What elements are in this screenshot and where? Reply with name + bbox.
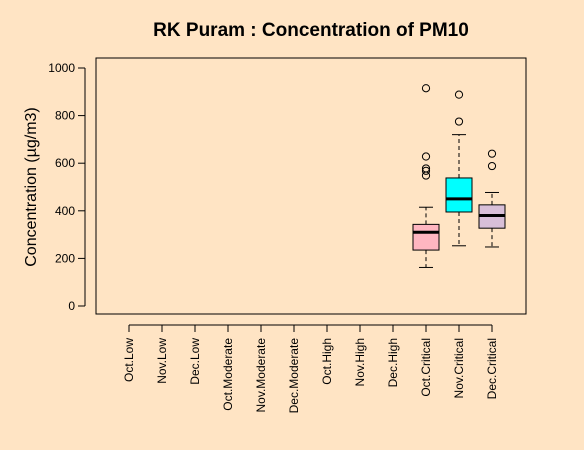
y-tick-label: 1000 <box>48 61 75 75</box>
x-tick-label: Oct.Low <box>122 338 136 382</box>
outlier-point <box>454 90 464 99</box>
outlier-point <box>421 84 431 93</box>
x-tick-label: Nov.Low <box>155 338 169 384</box>
outlier-point <box>487 161 497 171</box>
x-tick-label: Oct.Moderate <box>221 338 235 411</box>
x-tick-label: Nov.High <box>353 338 367 386</box>
box-series <box>412 84 506 268</box>
outlier-point <box>421 152 431 161</box>
iqr-box <box>412 223 440 251</box>
plot-frame <box>95 57 527 315</box>
iqr-box <box>445 177 473 213</box>
y-tick-label: 0 <box>68 299 75 313</box>
outlier-point <box>454 117 464 126</box>
box-dec-critical <box>478 149 506 248</box>
x-tick-label: Dec.Low <box>188 338 202 385</box>
outlier-point <box>487 149 497 158</box>
y-axis: 0 200 400 600 800 1000 <box>48 61 86 313</box>
box-oct-critical <box>412 84 440 268</box>
x-axis: Oct.Low Nov.Low Dec.Low Oct.Moderate Nov.Mod… <box>122 324 499 414</box>
box-nov-critical <box>445 90 473 247</box>
x-tick-label: Oct.Critical <box>419 338 433 397</box>
outlier-point <box>421 164 431 173</box>
y-tick-label: 400 <box>55 204 75 218</box>
y-axis-label: Concentration (µg/m3) <box>23 107 40 267</box>
y-tick-label: 200 <box>55 251 75 265</box>
x-tick-label: Oct.High <box>320 338 334 385</box>
x-tick-label: Dec.High <box>386 338 400 387</box>
y-tick-label: 600 <box>55 156 75 170</box>
x-tick-label: Dec.Critical <box>485 338 499 399</box>
chart-title: RK Puram : Concentration of PM10 <box>153 20 469 41</box>
outlier-point <box>421 166 431 175</box>
y-tick-label: 800 <box>55 109 75 123</box>
x-tick-label: Nov.Critical <box>452 338 466 398</box>
x-tick-label: Nov.Moderate <box>254 338 268 413</box>
x-tick-label: Dec.Moderate <box>287 338 301 414</box>
